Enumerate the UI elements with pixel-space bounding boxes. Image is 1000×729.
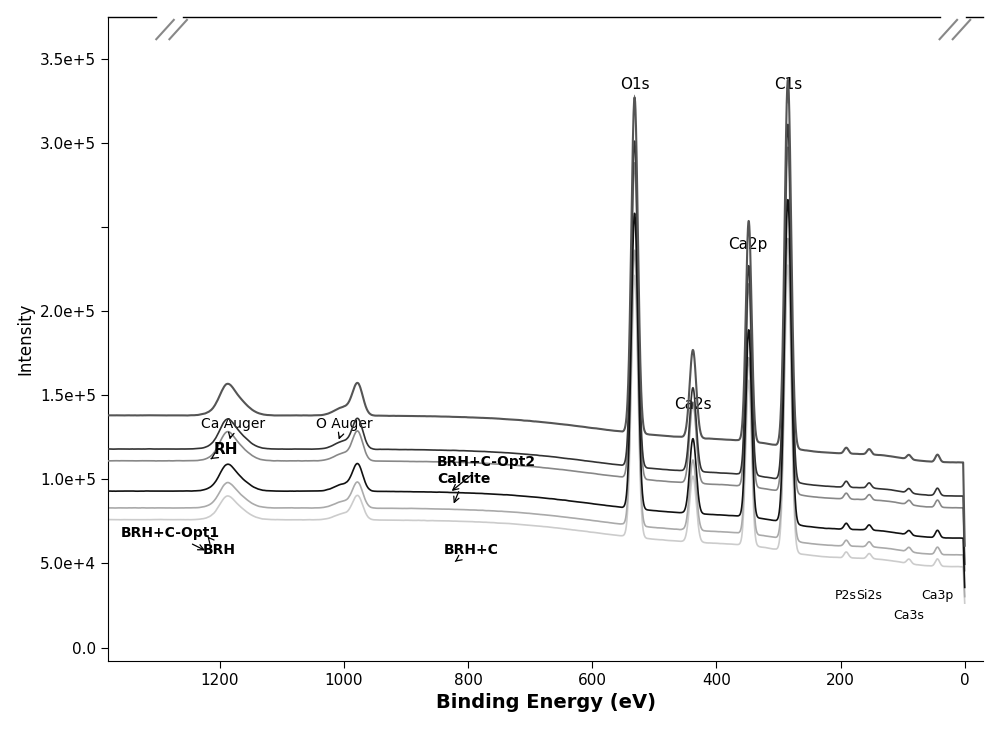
Text: O Auger: O Auger — [316, 417, 373, 438]
Text: C1s: C1s — [774, 77, 802, 93]
Y-axis label: Intensity: Intensity — [17, 303, 35, 375]
Text: Ca2s: Ca2s — [674, 397, 712, 412]
X-axis label: Binding Energy (eV): Binding Energy (eV) — [436, 693, 656, 712]
Text: BRH+C-Opt1: BRH+C-Opt1 — [121, 526, 220, 550]
Text: Ca3s: Ca3s — [893, 609, 924, 623]
Text: Ca Auger: Ca Auger — [201, 417, 265, 438]
Text: BRH: BRH — [202, 537, 235, 557]
Text: Ca3p: Ca3p — [921, 589, 954, 602]
Text: O1s: O1s — [620, 77, 649, 93]
Text: RH: RH — [211, 442, 238, 459]
Text: Ca2p: Ca2p — [728, 237, 767, 252]
Text: Calcite: Calcite — [437, 472, 490, 502]
Text: BRH+C-Opt2: BRH+C-Opt2 — [437, 456, 536, 490]
Text: BRH+C: BRH+C — [443, 543, 498, 561]
Text: P2s: P2s — [835, 589, 857, 602]
Text: Si2s: Si2s — [856, 589, 882, 602]
